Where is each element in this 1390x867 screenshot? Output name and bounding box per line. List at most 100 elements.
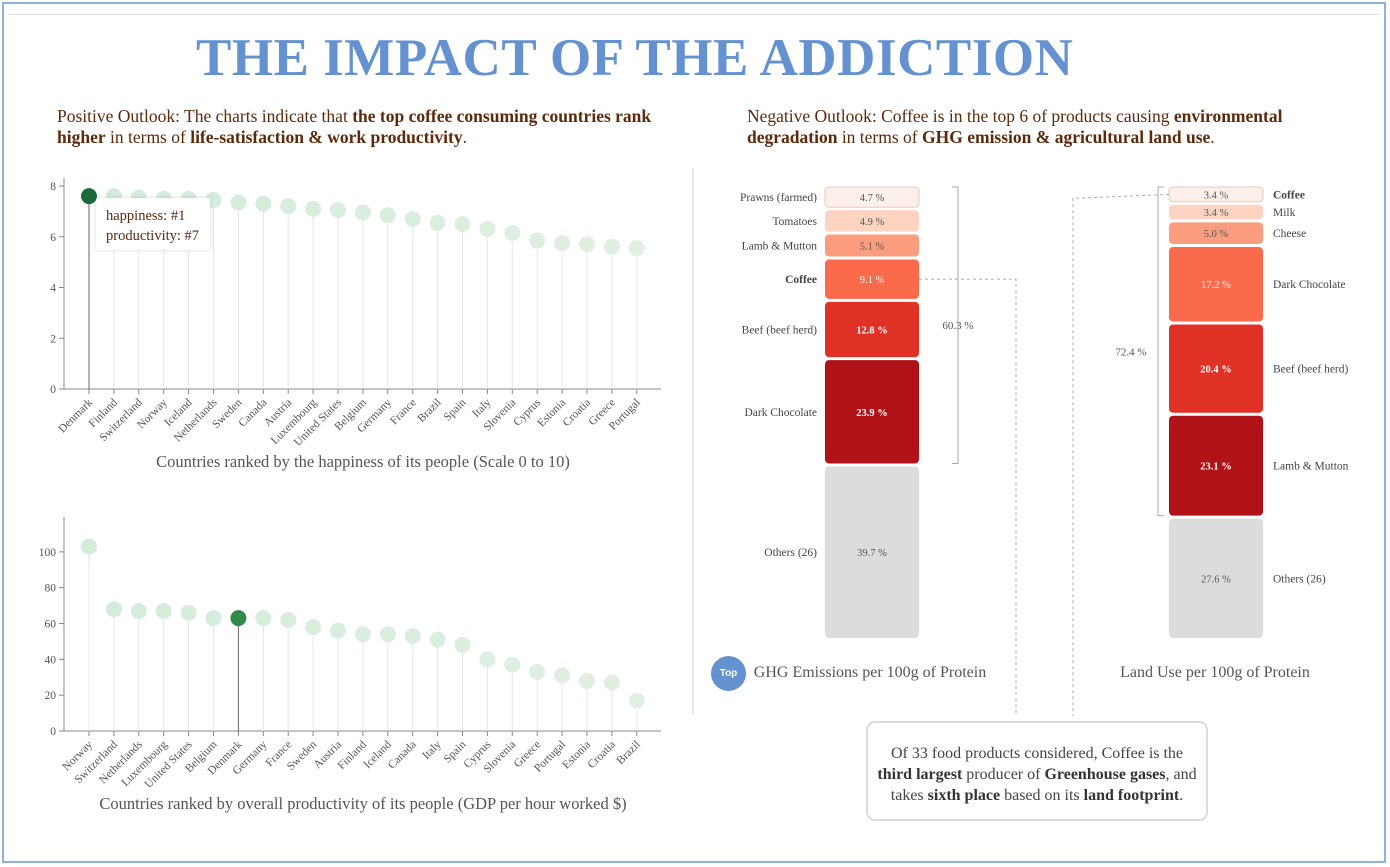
note-bold-3: sixth place bbox=[927, 787, 1001, 804]
segment-value-label: 4.9 % bbox=[860, 217, 885, 228]
data-point bbox=[603, 674, 620, 691]
x-axis-title: Countries ranked by overall productivity… bbox=[99, 794, 626, 813]
data-point bbox=[454, 216, 471, 233]
negative-mid: in terms of bbox=[837, 127, 923, 147]
category-label: Beef (beef herd) bbox=[742, 325, 818, 337]
data-point bbox=[354, 626, 371, 643]
x-tick-label: Canada bbox=[386, 739, 419, 772]
data-point bbox=[404, 628, 421, 645]
data-point bbox=[404, 210, 421, 227]
x-tick-label: Brazil bbox=[615, 739, 643, 767]
positive-prefix: Positive Outlook: The charts indicate th… bbox=[57, 106, 353, 126]
segment-value-label: 3.4 % bbox=[1204, 208, 1229, 219]
tooltip-line-happiness: happiness: #1 bbox=[106, 208, 186, 224]
data-point bbox=[105, 601, 122, 618]
data-point bbox=[130, 602, 147, 619]
y-tick-label: 0 bbox=[50, 384, 56, 396]
bracket bbox=[1157, 186, 1164, 517]
x-tick-label: Spain bbox=[442, 396, 469, 423]
bar-chart-title: GHG Emissions per 100g of Protein bbox=[754, 664, 986, 681]
x-tick-label: France bbox=[388, 397, 419, 428]
segment-value-label: 27.6 % bbox=[1201, 574, 1231, 585]
segment-value-label: 5.1 % bbox=[860, 242, 885, 253]
data-point bbox=[305, 200, 322, 217]
bar-segment bbox=[825, 301, 919, 358]
x-tick-label: Italy bbox=[420, 738, 444, 762]
category-label: Beef (beef herd) bbox=[1273, 364, 1349, 376]
bracket bbox=[952, 186, 959, 464]
data-point bbox=[554, 667, 571, 684]
positive-outlook-text: Positive Outlook: The charts indicate th… bbox=[57, 106, 677, 148]
data-point bbox=[579, 672, 595, 689]
category-label: Lamb & Mutton bbox=[1273, 461, 1349, 473]
land-coffee-connector bbox=[1072, 193, 1170, 716]
note-text-1: Of 33 food products considered, Coffee i… bbox=[890, 745, 1184, 762]
y-tick-label: 0 bbox=[50, 726, 56, 738]
data-point bbox=[330, 202, 346, 219]
data-point bbox=[579, 236, 595, 253]
data-point bbox=[81, 188, 97, 205]
bar-segment bbox=[1169, 518, 1263, 638]
note-text-4: takes bbox=[890, 787, 928, 804]
data-point bbox=[180, 604, 197, 621]
y-tick-label: 2 bbox=[50, 333, 56, 345]
data-point bbox=[504, 224, 521, 241]
x-tick-label: Estonia bbox=[560, 739, 593, 772]
data-point bbox=[255, 195, 272, 212]
bar-chart-title: Land Use per 100g of Protein bbox=[1120, 664, 1310, 681]
data-point bbox=[628, 240, 645, 257]
data-point bbox=[230, 610, 247, 627]
y-tick-label: 4 bbox=[50, 283, 56, 295]
data-point bbox=[479, 651, 496, 668]
segment-value-label: 9.1 % bbox=[860, 275, 885, 286]
note-bold-2: Greenhouse gases bbox=[1044, 766, 1166, 783]
category-label: Milk bbox=[1273, 207, 1296, 219]
data-point bbox=[280, 198, 297, 215]
category-label: Coffee bbox=[785, 274, 817, 286]
ghg-chart: 4.7 % Prawns (farmed) 4.9 % Tomatoes 5.1 % La… bbox=[740, 186, 986, 681]
y-tick-label: 8 bbox=[50, 181, 56, 193]
data-point bbox=[479, 221, 496, 238]
note-text-3: , and bbox=[1165, 766, 1197, 783]
segment-value-label: 4.7 % bbox=[860, 193, 885, 204]
segment-value-label: 23.9 % bbox=[856, 408, 888, 419]
y-tick-label: 6 bbox=[50, 232, 56, 244]
category-label: Coffee bbox=[1273, 189, 1305, 201]
category-label: Prawns (farmed) bbox=[740, 192, 817, 204]
frame-top-rule bbox=[8, 14, 1380, 15]
segment-value-label: 39.7 % bbox=[857, 548, 887, 559]
segment-value-label: 23.1 % bbox=[1200, 462, 1232, 473]
category-label: Dark Chocolate bbox=[745, 407, 818, 419]
negative-bold-1: environmental degradation bbox=[747, 106, 1283, 147]
y-tick-label: 40 bbox=[45, 654, 57, 666]
positive-bold-2: life-satisfaction & work productivity bbox=[190, 127, 463, 147]
note-bold-4: land footprint bbox=[1083, 787, 1180, 804]
note-text-6: . bbox=[1179, 787, 1184, 804]
happiness-tooltip: happiness: #1 productivity: #7 bbox=[96, 198, 210, 250]
positive-mid: in terms of bbox=[105, 127, 191, 147]
x-axis-title: Countries ranked by the happiness of its… bbox=[156, 452, 570, 471]
y-tick-label: 60 bbox=[45, 619, 57, 631]
top-toggle-button[interactable]: Top bbox=[711, 656, 746, 691]
x-tick-label: Denmark bbox=[56, 396, 95, 435]
category-label: Dark Chocolate bbox=[1273, 279, 1346, 291]
bar-segment bbox=[824, 186, 920, 208]
category-label: Others (26) bbox=[1273, 573, 1326, 585]
note-line-2: third largest producer of Greenhouse gas… bbox=[868, 764, 1206, 785]
data-point bbox=[554, 235, 571, 252]
data-point bbox=[280, 611, 297, 628]
bar-segment bbox=[825, 210, 919, 232]
page-title: THE IMPACT OF THE ADDICTION bbox=[196, 29, 1074, 87]
x-tick-label: Estonia bbox=[535, 397, 568, 430]
data-point bbox=[255, 610, 272, 627]
data-point bbox=[628, 692, 645, 709]
data-point bbox=[379, 207, 396, 224]
segment-value-label: 20.4 % bbox=[1200, 365, 1232, 376]
category-label: Others (26) bbox=[764, 547, 817, 559]
data-point bbox=[379, 626, 396, 643]
data-point bbox=[429, 214, 446, 231]
note-text-2: producer of bbox=[962, 766, 1045, 783]
bracket-label: 60.3 % bbox=[942, 320, 973, 332]
note-bold-1: third largest bbox=[877, 766, 963, 783]
